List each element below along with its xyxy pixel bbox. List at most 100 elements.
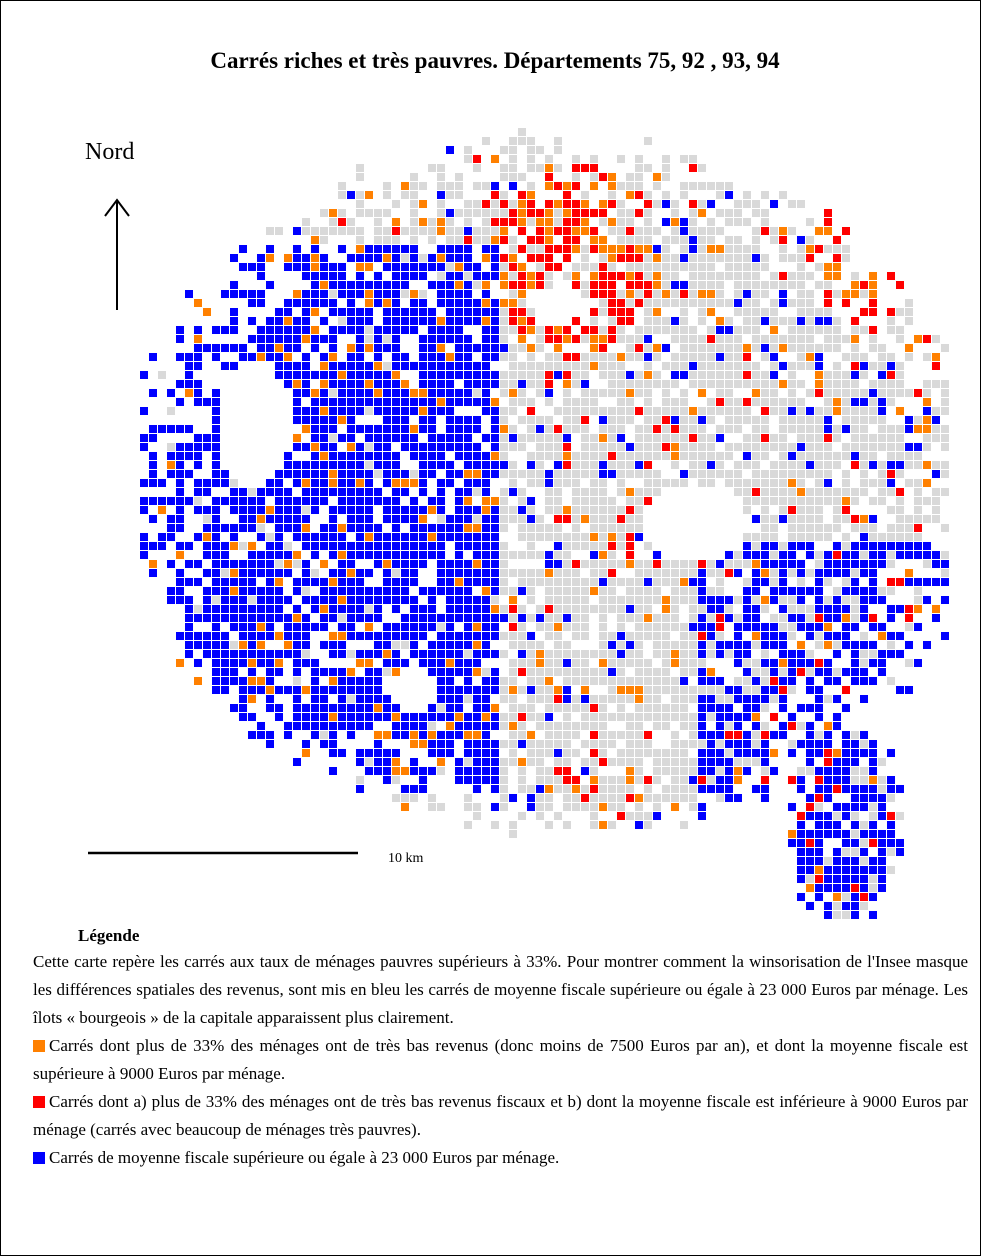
cell bbox=[707, 686, 715, 694]
cell bbox=[356, 461, 364, 469]
cell bbox=[788, 515, 796, 523]
cell bbox=[338, 578, 346, 586]
cell bbox=[356, 632, 364, 640]
cell bbox=[617, 452, 625, 460]
cell bbox=[329, 569, 337, 577]
cell bbox=[374, 470, 382, 478]
cell bbox=[203, 515, 211, 523]
cell bbox=[572, 200, 580, 208]
cell bbox=[302, 353, 310, 361]
cell bbox=[581, 650, 589, 658]
cell bbox=[365, 596, 373, 604]
cell bbox=[140, 407, 148, 415]
cell bbox=[770, 731, 778, 739]
cell bbox=[572, 524, 580, 532]
cell bbox=[464, 146, 472, 154]
cell bbox=[761, 740, 769, 748]
cell bbox=[797, 785, 805, 793]
cell bbox=[653, 452, 661, 460]
cell bbox=[293, 371, 301, 379]
cell bbox=[707, 758, 715, 766]
cell bbox=[617, 686, 625, 694]
cell bbox=[293, 389, 301, 397]
cell bbox=[518, 200, 526, 208]
cell bbox=[446, 263, 454, 271]
cell bbox=[896, 335, 904, 343]
cell bbox=[608, 317, 616, 325]
cell bbox=[185, 542, 193, 550]
cell bbox=[248, 731, 256, 739]
cell bbox=[824, 299, 832, 307]
cell bbox=[617, 461, 625, 469]
cell bbox=[644, 713, 652, 721]
cell bbox=[608, 713, 616, 721]
cell bbox=[626, 398, 634, 406]
cell bbox=[590, 776, 598, 784]
cell bbox=[563, 551, 571, 559]
cell bbox=[536, 605, 544, 613]
cell bbox=[482, 533, 490, 541]
cell bbox=[806, 839, 814, 847]
cell bbox=[383, 308, 391, 316]
cell bbox=[626, 515, 634, 523]
cell bbox=[383, 317, 391, 325]
cell bbox=[779, 668, 787, 676]
cell bbox=[392, 353, 400, 361]
cell bbox=[455, 659, 463, 667]
cell bbox=[581, 326, 589, 334]
cell bbox=[815, 560, 823, 568]
cell bbox=[788, 227, 796, 235]
cell bbox=[374, 443, 382, 451]
cell bbox=[266, 551, 274, 559]
cell bbox=[662, 785, 670, 793]
cell bbox=[878, 839, 886, 847]
cell bbox=[833, 596, 841, 604]
cell bbox=[743, 380, 751, 388]
cell bbox=[455, 497, 463, 505]
cell bbox=[473, 542, 481, 550]
cell bbox=[545, 263, 553, 271]
cell bbox=[554, 470, 562, 478]
cell bbox=[527, 587, 535, 595]
cell bbox=[257, 533, 265, 541]
cell bbox=[320, 713, 328, 721]
cell bbox=[428, 452, 436, 460]
cell bbox=[644, 218, 652, 226]
cell bbox=[329, 371, 337, 379]
cell bbox=[491, 821, 499, 829]
cell bbox=[743, 767, 751, 775]
cell bbox=[446, 677, 454, 685]
cell bbox=[842, 578, 850, 586]
cell bbox=[833, 497, 841, 505]
cell bbox=[797, 353, 805, 361]
cell bbox=[509, 371, 517, 379]
cell bbox=[527, 218, 535, 226]
cell bbox=[869, 515, 877, 523]
cell bbox=[347, 560, 355, 568]
cell bbox=[365, 605, 373, 613]
cell bbox=[752, 488, 760, 496]
cell bbox=[869, 524, 877, 532]
cell bbox=[347, 398, 355, 406]
cell bbox=[878, 434, 886, 442]
cell bbox=[320, 560, 328, 568]
cell bbox=[455, 317, 463, 325]
cell bbox=[761, 569, 769, 577]
cell bbox=[554, 614, 562, 622]
cell bbox=[644, 227, 652, 235]
cell bbox=[455, 344, 463, 352]
cell bbox=[500, 434, 508, 442]
cell bbox=[806, 488, 814, 496]
cell bbox=[239, 704, 247, 712]
cell bbox=[671, 731, 679, 739]
cell bbox=[419, 740, 427, 748]
cell bbox=[806, 722, 814, 730]
cell bbox=[887, 578, 895, 586]
cell bbox=[941, 443, 949, 451]
cell bbox=[734, 632, 742, 640]
cell bbox=[572, 353, 580, 361]
cell bbox=[761, 686, 769, 694]
cell bbox=[509, 155, 517, 163]
cell bbox=[662, 398, 670, 406]
cell bbox=[527, 254, 535, 262]
